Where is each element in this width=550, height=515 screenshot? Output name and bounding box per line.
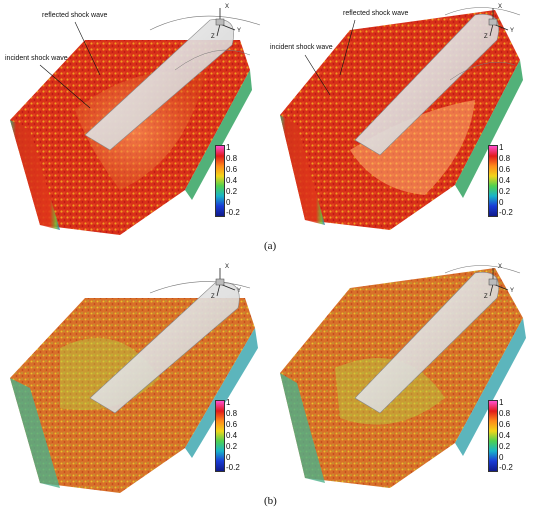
axis-label-y: Y bbox=[510, 288, 515, 294]
colorbar-tick: 0.8 bbox=[499, 409, 511, 418]
colorbar-tick: 0.8 bbox=[226, 409, 238, 418]
axis-label-x: X bbox=[225, 4, 230, 10]
colorbar-tick: 0 bbox=[499, 453, 504, 462]
axis-label-y: Y bbox=[510, 28, 515, 34]
axis-label-x: X bbox=[225, 264, 230, 270]
axis-triad: X Y Z bbox=[478, 2, 518, 42]
flow-visualization bbox=[10, 281, 258, 493]
colorbar-tick: 0.6 bbox=[226, 420, 238, 429]
colorbar-tick: -0.2 bbox=[226, 208, 240, 217]
colorbar bbox=[215, 400, 225, 472]
colorbar bbox=[488, 145, 498, 217]
colorbar-tick: 0.2 bbox=[226, 187, 238, 196]
colorbar-tick: 0.6 bbox=[499, 420, 511, 429]
panel-a-right: reflected shock wave incident shock wave bbox=[270, 0, 550, 235]
colorbar-tick: 1 bbox=[226, 143, 231, 152]
colorbar-legend: 1 0.8 0.6 0.4 0.2 0 -0.2 bbox=[215, 398, 275, 480]
colorbar-tick: 1 bbox=[499, 143, 504, 152]
colorbar-tick: -0.2 bbox=[499, 463, 513, 472]
colorbar-legend: 1 0.8 0.6 0.4 0.2 0 -0.2 bbox=[488, 143, 548, 225]
colorbar-tick: 1 bbox=[499, 398, 504, 407]
colorbar-tick: 0 bbox=[226, 198, 231, 207]
colorbar-tick: -0.2 bbox=[226, 463, 240, 472]
colorbar-tick: 1 bbox=[226, 398, 231, 407]
axis-label-y: Y bbox=[237, 28, 242, 34]
colorbar-tick: 0 bbox=[499, 198, 504, 207]
axis-label-z: Z bbox=[211, 34, 215, 40]
shock-cone bbox=[75, 71, 205, 190]
axis-triad: X Y Z bbox=[478, 262, 518, 302]
flow-visualization bbox=[10, 15, 261, 235]
subfigure-label-b: (b) bbox=[264, 495, 277, 507]
subfigure-label-a: (a) bbox=[264, 240, 277, 252]
panel-b-left bbox=[0, 258, 275, 493]
axis-triad-icon bbox=[215, 8, 236, 37]
axis-triad-icon bbox=[488, 268, 509, 297]
annotation-reflected-shock: reflected shock wave bbox=[42, 12, 108, 19]
colorbar-tick: 0.6 bbox=[226, 165, 238, 174]
colorbar-legend: 1 0.8 0.6 0.4 0.2 0 -0.2 bbox=[488, 398, 548, 480]
flow-visualization bbox=[280, 265, 526, 488]
colorbar-legend: 1 0.8 0.6 0.4 0.2 0 -0.2 bbox=[215, 143, 275, 225]
colorbar-tick: 0.2 bbox=[499, 187, 511, 196]
annotation-incident-shock: incident shock wave bbox=[5, 55, 68, 62]
axis-triad: X Y Z bbox=[205, 2, 245, 42]
colorbar-tick: -0.2 bbox=[499, 208, 513, 217]
axis-label-z: Z bbox=[211, 294, 215, 300]
colorbar bbox=[488, 400, 498, 472]
projectile-body bbox=[84, 18, 234, 151]
colorbar-tick: 0.2 bbox=[499, 442, 511, 451]
axis-label-x: X bbox=[498, 264, 503, 270]
axis-label-y: Y bbox=[237, 288, 242, 294]
panel-a-left: reflected shock wave incident shock wave bbox=[0, 0, 275, 235]
axis-triad: X Y Z bbox=[205, 262, 245, 302]
colorbar-tick: 0.8 bbox=[226, 154, 238, 163]
colorbar-tick: 0.4 bbox=[226, 176, 238, 185]
shock-cone bbox=[350, 100, 475, 195]
annotation-incident-shock: incident shock wave bbox=[270, 44, 333, 51]
axis-label-z: Z bbox=[484, 294, 488, 300]
colorbar-tick: 0.4 bbox=[499, 176, 511, 185]
colorbar-tick: 0.2 bbox=[226, 442, 238, 451]
colorbar-tick: 0.6 bbox=[499, 165, 511, 174]
colorbar-tick: 0.4 bbox=[499, 431, 511, 440]
colorbar-tick: 0.8 bbox=[499, 154, 511, 163]
axis-triad-icon bbox=[488, 8, 509, 37]
axis-label-x: X bbox=[498, 4, 503, 10]
panel-b-right bbox=[275, 258, 550, 493]
projectile-body bbox=[354, 271, 499, 414]
colorbar bbox=[215, 145, 225, 217]
colorbar-tick: 0 bbox=[226, 453, 231, 462]
flow-visualization bbox=[280, 7, 523, 230]
axis-label-z: Z bbox=[484, 34, 488, 40]
colorbar-tick: 0.4 bbox=[226, 431, 238, 440]
axis-triad-icon bbox=[215, 268, 236, 297]
annotation-reflected-shock: reflected shock wave bbox=[343, 10, 409, 17]
